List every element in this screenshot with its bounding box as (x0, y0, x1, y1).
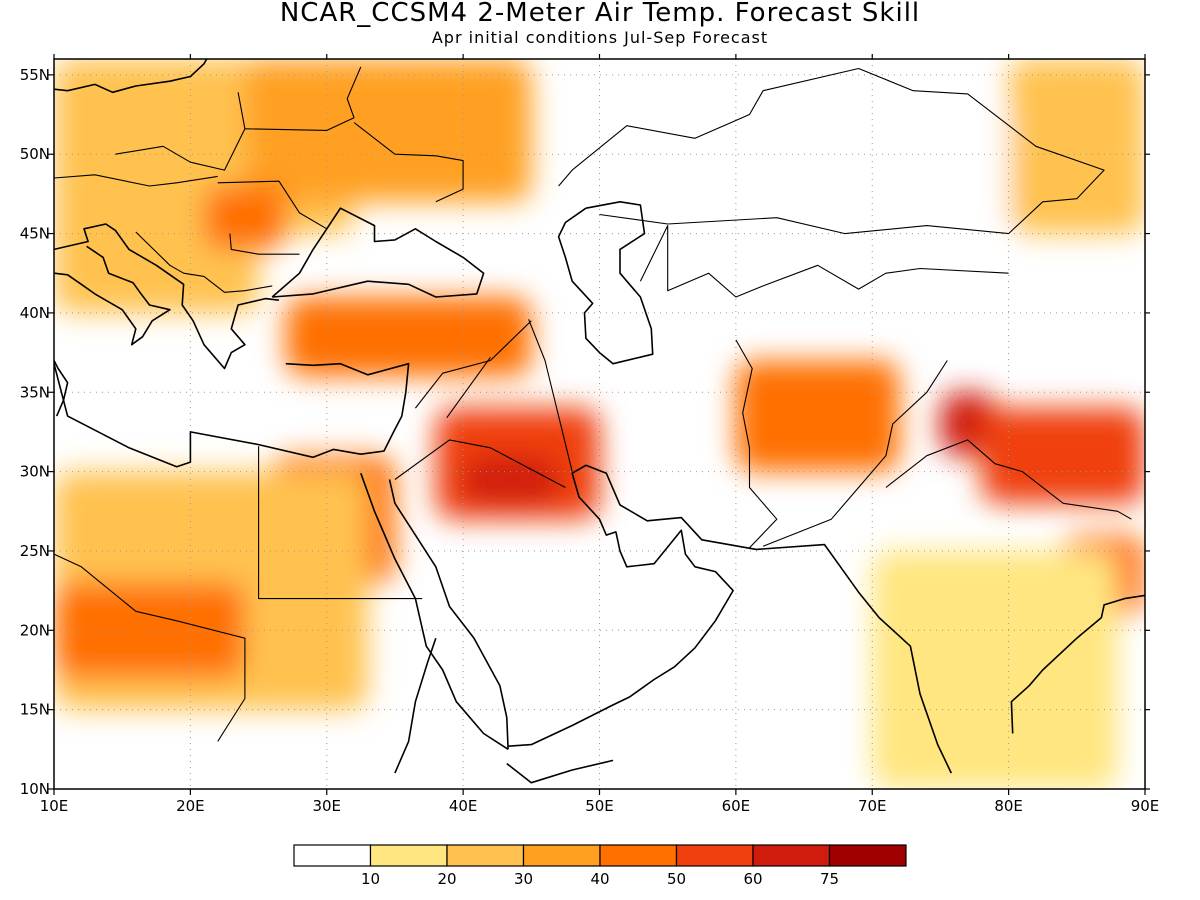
country-border (135, 231, 273, 293)
country-border (54, 553, 96, 579)
legend-swatch (752, 844, 831, 867)
legend-swatch (675, 844, 754, 867)
y-tick-label: 35N (20, 383, 50, 401)
legend-swatch (369, 844, 448, 867)
coastline (388, 479, 509, 750)
skill-region (463, 455, 559, 504)
legend-label: 30 (514, 870, 533, 888)
y-tick-label: 25N (20, 542, 50, 560)
legend-label: 60 (743, 870, 762, 888)
skill-region (804, 106, 1009, 234)
y-tick-label: 20N (20, 621, 50, 639)
x-tick-label: 30E (312, 797, 341, 815)
legend-swatch (293, 844, 372, 867)
x-tick-label: 40E (449, 797, 478, 815)
y-tick-label: 50N (20, 145, 50, 163)
skill-region (285, 297, 532, 377)
x-tick-label: 80E (994, 797, 1023, 815)
x-tick-label: 90E (1131, 797, 1160, 815)
x-tick-label: 70E (858, 797, 887, 815)
legend-label: 50 (667, 870, 686, 888)
country-border (414, 320, 532, 409)
country-border (229, 233, 300, 255)
coastline (54, 223, 280, 370)
x-tick-label: 60E (722, 797, 751, 815)
coastline (1010, 594, 1145, 734)
coastline (54, 245, 171, 346)
coastlines (54, 59, 1145, 784)
legend-swatch (599, 844, 678, 867)
coastline (394, 637, 437, 774)
skill-region (981, 408, 1145, 504)
country-border (54, 174, 218, 187)
y-tick-label: 30N (20, 463, 50, 481)
skill-region (1008, 59, 1145, 234)
skill-region (872, 550, 1118, 789)
legend-label: 40 (590, 870, 609, 888)
coastline (506, 759, 614, 784)
legend-label: 10 (361, 870, 380, 888)
country-border (394, 439, 566, 488)
legend-label: 20 (437, 870, 456, 888)
country-border (735, 339, 778, 549)
coastline (360, 472, 509, 750)
country-border (115, 92, 246, 171)
coastline (271, 207, 485, 298)
skill-region (735, 360, 900, 472)
y-tick-label: 15N (20, 701, 50, 719)
legend-swatch (446, 844, 525, 867)
country-border (558, 67, 1105, 235)
legend-swatch (828, 844, 907, 867)
country-border (639, 225, 1009, 298)
coastline (54, 362, 410, 468)
coastline (54, 59, 208, 94)
skill-region (54, 582, 245, 678)
coastline (557, 201, 654, 365)
country-border (94, 577, 246, 742)
skill-field (54, 59, 1145, 789)
x-tick-label: 20E (176, 797, 205, 815)
y-tick-label: 55N (20, 66, 50, 84)
country-border (885, 439, 1132, 520)
coastline (54, 360, 69, 417)
country-border (217, 180, 328, 230)
map-title: NCAR_CCSM4 2-Meter Air Temp. Forecast Sk… (279, 0, 921, 28)
x-tick-label: 50E (585, 797, 614, 815)
legend-label: 75 (820, 870, 839, 888)
color-legend: 10 20 30 40 50 60 75 (293, 844, 907, 888)
country-border (244, 66, 362, 131)
country-border (353, 122, 464, 203)
y-tick-label: 40N (20, 304, 50, 322)
y-tick-label: 10N (20, 780, 50, 798)
country-border (762, 360, 948, 547)
skill-region (244, 59, 532, 202)
legend-swatch (522, 844, 601, 867)
coastline (508, 464, 953, 774)
country-border (528, 319, 573, 472)
skill-region (204, 185, 286, 250)
country-border (258, 446, 423, 600)
map-subtitle: Apr initial conditions Jul-Sep Forecast (431, 28, 769, 47)
y-tick-label: 45N (20, 225, 50, 243)
x-tick-label: 10E (40, 797, 69, 815)
axes: 10E 20E 30E 40E 50E 60E 70E 80E 90E 10N 15N 20N 25N 3… (20, 54, 1160, 815)
country-border (446, 356, 491, 419)
